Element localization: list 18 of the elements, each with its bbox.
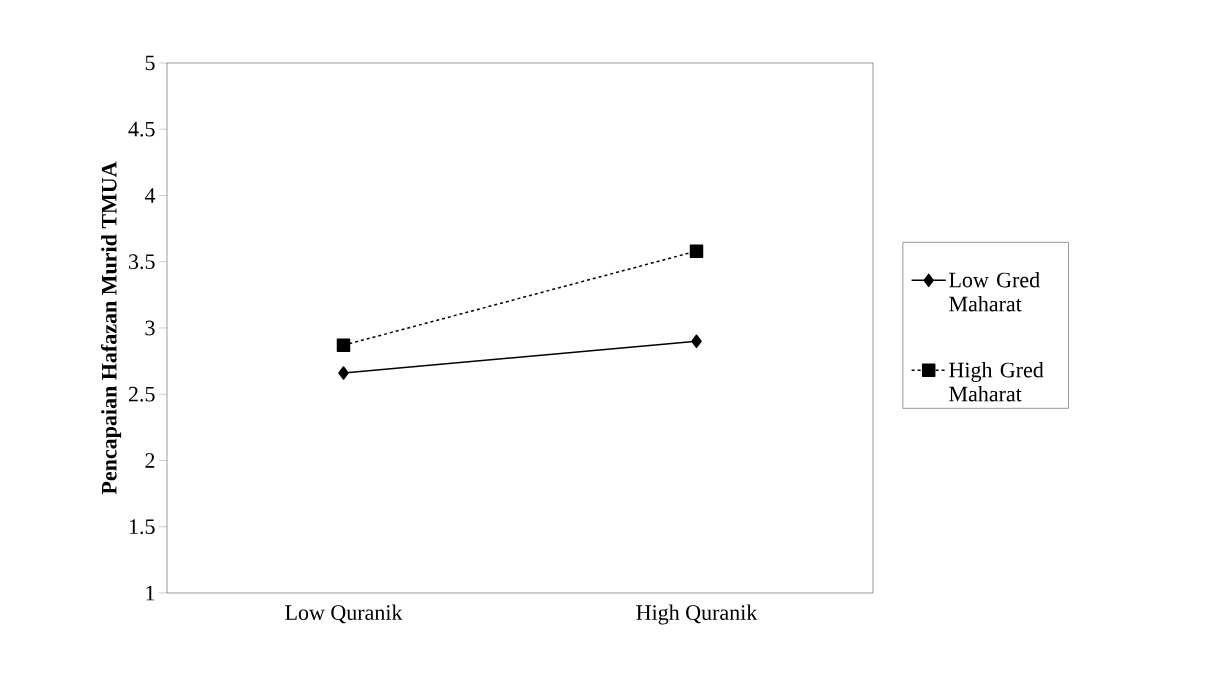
y-tick-label: 5: [145, 55, 155, 71]
y-tick-label: 2: [145, 453, 155, 468]
y-tick-label: 2.5: [128, 386, 155, 402]
point: [336, 338, 351, 352]
x-tick-label: High Quranik: [636, 604, 758, 625]
point: [338, 366, 349, 380]
y-axis-title: Pencapaian Hafazan Murid TMUA: [100, 161, 122, 495]
point: [691, 334, 702, 348]
legend-label: Low Gred Maharat: [949, 271, 1040, 312]
point: [689, 244, 704, 258]
y-tick-label: 3.5: [129, 254, 155, 270]
y-tick-label: 1.5: [129, 519, 155, 535]
legend-label: High Gred Maharat: [949, 361, 1044, 402]
y-tick-label: 4: [144, 188, 156, 203]
y-tick-label: 1: [146, 585, 155, 601]
x-tick-label: Low Quranik: [285, 604, 403, 624]
y-tick-label: 4.5: [128, 121, 155, 137]
y-tick-label: 3: [145, 320, 155, 336]
